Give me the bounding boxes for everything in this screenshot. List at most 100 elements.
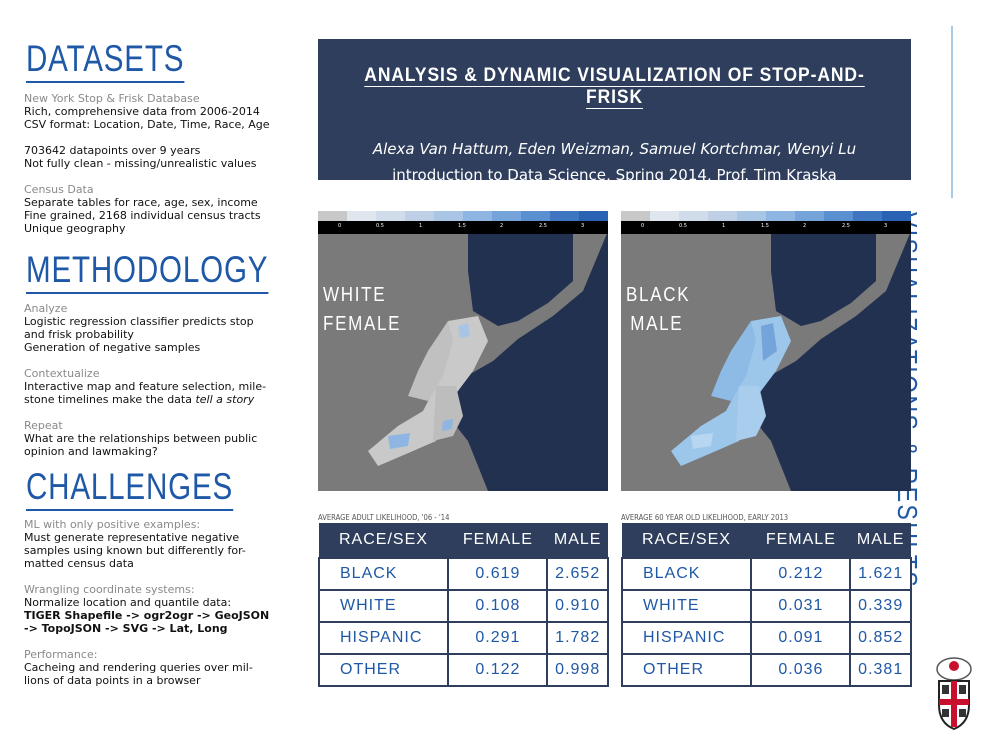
ml-line: matted census data: [24, 557, 134, 570]
column-header: RACE/SEX: [622, 523, 752, 558]
census-line: Unique geography: [24, 222, 126, 235]
course-info: introduction to Data Science, Spring 201…: [392, 166, 837, 184]
legend-swatch: [376, 211, 405, 221]
legend-tick: 0.5: [376, 223, 384, 229]
legend-swatch: [650, 211, 679, 221]
legend-swatch: [882, 211, 911, 221]
legend-swatch: [824, 211, 853, 221]
coord-subheading: Wrangling coordinate systems:: [24, 583, 195, 596]
legend-tick: 2.5: [842, 223, 850, 229]
results-table-sixty: RACE/SEX FEMALE MALE BLACK 0.212 1.621 W…: [620, 523, 912, 687]
datasets-section: New York Stop & Frisk Database Rich, com…: [24, 92, 299, 235]
table-header-row: RACE/SEX FEMALE MALE: [622, 523, 911, 558]
nyc-line: CSV format: Location, Date, Time, Race, …: [24, 118, 270, 131]
legend-swatches: [621, 211, 911, 221]
analyze-line: and frisk probability: [24, 328, 134, 341]
column-header: FEMALE: [448, 523, 548, 558]
university-seal-icon: [936, 657, 972, 731]
nyc-map: [368, 211, 608, 491]
table-cell: WHITE: [620, 589, 753, 623]
legend-swatch: [679, 211, 708, 221]
map-label: WHITE FEMALE: [323, 284, 402, 335]
legend-swatch: [405, 211, 434, 221]
contextualize-line: stone timelines make the data tell a sto…: [24, 393, 299, 406]
poster-title: ANALYSIS & DYNAMIC VISUALIZATION OF STOP…: [364, 65, 865, 108]
legend-tick: 2.5: [539, 223, 547, 229]
table-cell: 0.910: [546, 589, 609, 623]
legend: 0 0.5 1 1.5 2 2.5 3: [621, 211, 911, 234]
analyze-line: Logistic regression classifier predicts …: [24, 315, 254, 328]
legend-tick: 1.5: [761, 223, 769, 229]
table-row: OTHER 0.036 0.381: [620, 653, 912, 687]
table-cell: 0.291: [447, 621, 549, 655]
legend-swatch: [521, 211, 550, 221]
table-cell: 0.212: [750, 557, 852, 591]
nyc-line: Not fully clean - missing/unrealistic va…: [24, 157, 257, 170]
analyze-subheading: Analyze: [24, 302, 68, 315]
repeat-subheading: Repeat: [24, 419, 63, 432]
legend-swatches: [318, 211, 608, 221]
challenges-section: ML with only positive examples: Must gen…: [24, 518, 299, 687]
legend-swatch: [708, 211, 737, 221]
contextualize-subheading: Contextualize: [24, 367, 100, 380]
table-cell: 0.108: [447, 589, 549, 623]
column-header: FEMALE: [751, 523, 851, 558]
repeat-line: opinion and lawmaking?: [24, 445, 158, 458]
coord-line: Normalize location and quantile data:: [24, 596, 232, 609]
table-cell: 1.621: [849, 557, 912, 591]
table-cell: BLACK: [317, 557, 450, 591]
legend-swatch: [434, 211, 463, 221]
table-cell: 0.998: [546, 653, 609, 687]
perf-line: Cacheing and rendering queries over mil-: [24, 661, 253, 674]
legend-swatch: [318, 211, 347, 221]
nyc-map: [671, 211, 911, 491]
column-header: MALE: [547, 523, 608, 558]
contextualize-italic: tell a story: [195, 393, 255, 406]
table-cell: HISPANIC: [620, 621, 753, 655]
perf-subheading: Performance:: [24, 648, 98, 661]
nyc-subheading: New York Stop & Frisk Database: [24, 92, 200, 105]
column-header: MALE: [850, 523, 911, 558]
census-subheading: Census Data: [24, 183, 94, 196]
table-cell: 0.036: [750, 653, 852, 687]
table-cell: OTHER: [620, 653, 753, 687]
legend-swatch: [579, 211, 608, 221]
nyc-line: Rich, comprehensive data from 2006-2014: [24, 105, 260, 118]
legend-ticks: 0 0.5 1 1.5 2 2.5 3: [621, 221, 911, 234]
coord-pipeline: TIGER Shapefile -> ogr2ogr -> GeoJSON: [24, 609, 270, 622]
legend-tick: 2: [803, 223, 807, 229]
legend: 0 0.5 1 1.5 2 2.5 3: [318, 211, 608, 234]
ml-subheading: ML with only positive examples:: [24, 518, 201, 531]
legend-ticks: 0 0.5 1 1.5 2 2.5 3: [318, 221, 608, 234]
legend-tick: 3: [581, 223, 585, 229]
legend-tick: 0: [338, 223, 342, 229]
table-cell: 0.619: [447, 557, 549, 591]
table-cell: 1.782: [546, 621, 609, 655]
legend-swatch: [766, 211, 795, 221]
table-caption: AVERAGE 60 YEAR OLD LIKELIHOOD, EARLY 20…: [621, 513, 789, 522]
table-row: BLACK 0.212 1.621: [620, 557, 912, 591]
table-cell: 0.852: [849, 621, 912, 655]
legend-tick: 3: [884, 223, 888, 229]
table-row: BLACK 0.619 2.652: [317, 557, 609, 591]
repeat-line: What are the relationships between publi…: [24, 432, 258, 445]
table-cell: 0.381: [849, 653, 912, 687]
map-label: BLACK MALE: [626, 284, 691, 335]
legend-tick: 1: [419, 223, 423, 229]
legend-tick: 1.5: [458, 223, 466, 229]
table-caption: AVERAGE ADULT LIKELIHOOD, '06 - '14: [318, 513, 450, 522]
legend-tick: 0.5: [679, 223, 687, 229]
table-cell: 0.031: [750, 589, 852, 623]
ml-line: Must generate representative negative: [24, 531, 240, 544]
table-cell: HISPANIC: [317, 621, 450, 655]
table-row: WHITE 0.108 0.910: [317, 589, 609, 623]
table-cell: 0.122: [447, 653, 549, 687]
table-header-row: RACE/SEX FEMALE MALE: [319, 523, 608, 558]
table-cell: 0.339: [849, 589, 912, 623]
methodology-heading: METHODOLOGY: [26, 249, 269, 294]
census-line: Separate tables for race, age, sex, inco…: [24, 196, 258, 209]
perf-line: lions of data points in a browser: [24, 674, 201, 687]
authors: Alexa Van Hattum, Eden Weizman, Samuel K…: [372, 140, 857, 158]
ml-line: samples using known but differently for-: [24, 544, 246, 557]
title-box: ANALYSIS & DYNAMIC VISUALIZATION OF STOP…: [318, 39, 911, 184]
